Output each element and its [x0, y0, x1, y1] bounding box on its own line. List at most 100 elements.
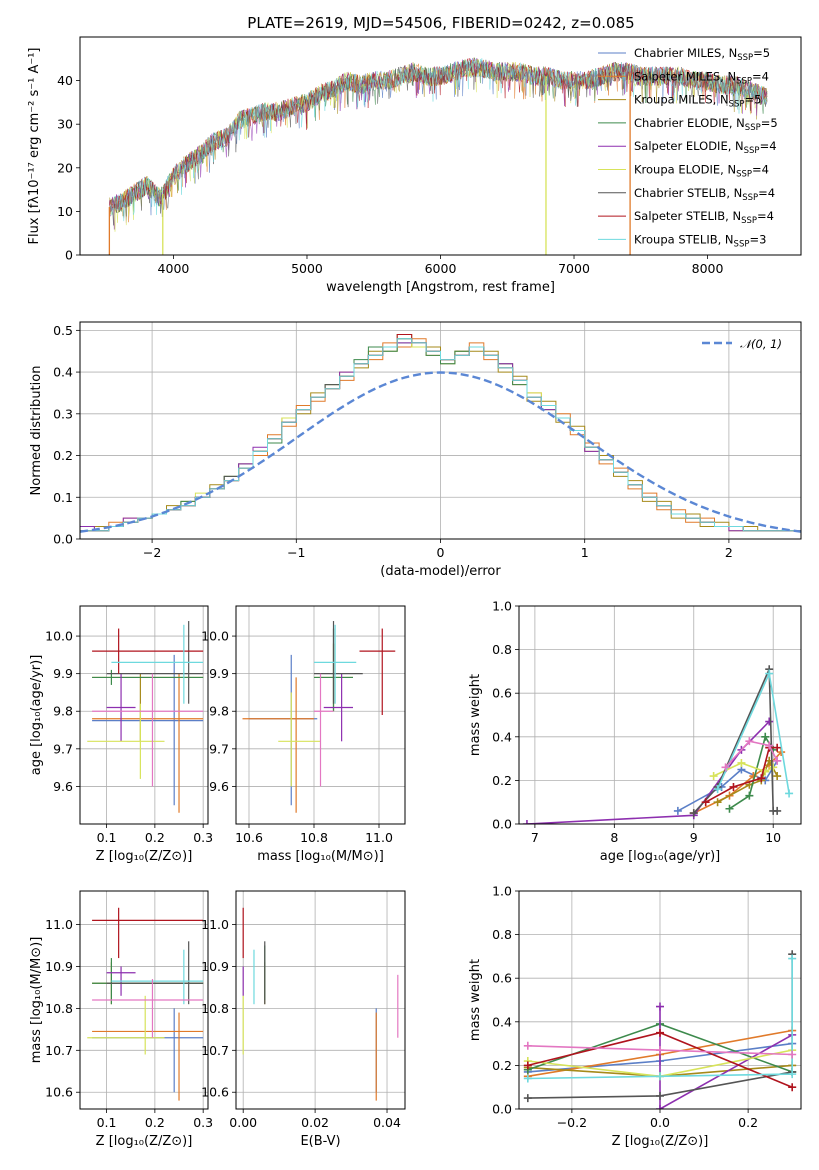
y-tick-label: 10.9	[45, 959, 73, 974]
y-tick-label: 9.9	[53, 666, 73, 681]
y-tick-label: 1.0	[492, 599, 512, 614]
legend-subscript: SSP	[734, 239, 750, 249]
spectrum-line	[109, 58, 768, 222]
plot-area	[80, 334, 801, 533]
chart-mass-vs-Z: 0.1 0.2 0.3 10.6 10.7 10.8 10.9 11.0 Z [log₁₀(Z/…	[29, 890, 213, 1149]
legend-label: Salpeter STELIB, NSSP=4	[634, 209, 774, 226]
y-tick-label: 1.0	[492, 884, 512, 899]
y-tick-label: 0.5	[53, 323, 73, 338]
y-tick-label: 9.8	[53, 704, 73, 719]
x-axis-label: E(B-V)	[300, 1134, 340, 1149]
weight-marker	[773, 756, 782, 765]
plot-area	[87, 907, 204, 1101]
weight-marker	[522, 820, 531, 824]
y-axis-label: Flux [fλ10⁻¹⁷ erg cm⁻² s⁻¹ A⁻¹]	[27, 48, 42, 245]
plot-area	[108, 56, 768, 255]
x-tick-label: −2	[143, 545, 161, 560]
y-tick-label: 0.3	[53, 406, 73, 421]
x-tick-label: 4000	[158, 261, 190, 276]
weight-marker	[701, 798, 710, 807]
x-tick-label: −1	[287, 545, 305, 560]
y-tick-label: 10.0	[201, 629, 229, 644]
axes-frame	[518, 605, 802, 825]
chart-mass-vs-EBV: 0.00 0.02 0.04 10.6 10.7 10.8 10.9 11.0 E(B-V)	[201, 890, 406, 1149]
x-tick-label: 0.3	[193, 830, 213, 845]
weight-marker	[773, 772, 782, 781]
weight-line	[527, 958, 793, 1080]
legend-value: =4	[752, 69, 769, 83]
x-axis-label: Z [log₁₀(Z/Z⊙)]	[612, 1134, 709, 1149]
axes-frame	[235, 605, 406, 825]
weight-marker	[656, 1072, 664, 1081]
axes-frame	[235, 890, 406, 1110]
legend-label: Chabrier MILES, NSSP=5	[634, 46, 770, 63]
y-tick-label: 0.2	[492, 773, 512, 788]
legend-value: =5	[744, 93, 761, 107]
weight-marker	[709, 772, 718, 781]
weight-marker	[725, 804, 734, 813]
weight-marker	[656, 1105, 664, 1109]
plot-area	[87, 621, 204, 813]
figure-title: PLATE=2619, MJD=54506, FIBERID=0242, z=0…	[247, 14, 634, 32]
weight-marker	[773, 743, 782, 752]
y-tick-label: 9.6	[209, 779, 229, 794]
y-tick-label: 10.9	[201, 959, 229, 974]
y-tick-label: 10.0	[45, 629, 73, 644]
legend-label: Chabrier STELIB, NSSP=4	[634, 186, 775, 203]
weight-marker	[523, 1074, 532, 1083]
legend-label: Salpeter MILES, NSSP=4	[634, 69, 769, 86]
y-tick-label: 10.7	[201, 1043, 229, 1058]
weight-line	[724, 740, 778, 768]
legend-subscript: SSP	[737, 53, 753, 63]
y-tick-label: 0.6	[492, 686, 512, 701]
y-tick-label: 40	[57, 73, 73, 88]
x-tick-label: 8	[610, 830, 618, 845]
legend-label: Kroupa ELODIE, NSSP=4	[634, 163, 769, 180]
y-tick-label: 0.8	[492, 642, 512, 657]
x-tick-label: 10.8	[300, 830, 328, 845]
y-tick-label: 0.4	[492, 1014, 512, 1029]
x-tick-label: 9	[690, 830, 698, 845]
x-tick-label: 10	[765, 830, 781, 845]
x-tick-label: 0.00	[229, 1115, 257, 1130]
weight-marker	[773, 806, 782, 815]
legend-subscript: SSP	[729, 100, 745, 110]
weight-marker	[788, 1050, 797, 1059]
y-tick-label: 0.1	[53, 490, 73, 505]
y-tick-label: 20	[57, 160, 73, 175]
legend-value: =5	[761, 116, 778, 130]
weight-marker	[713, 785, 722, 794]
chart-residuals: −2 −1 0 1 2 0.0 0.1 0.2 0.3 0.4 0.5 (data-model)/er…	[29, 321, 802, 579]
x-tick-label: 0.2	[145, 830, 165, 845]
axes-frame	[79, 605, 209, 825]
weight-marker	[788, 1070, 797, 1079]
weight-marker	[713, 798, 722, 807]
x-tick-label: 0.02	[301, 1115, 329, 1130]
chart-mass-weight-vs-Z: −0.2 0.0 0.2 0.0 0.2 0.4 0.6 0.8 1.0 Z [log₁₀(Z/Z…	[468, 884, 802, 1149]
legend-label: 𝒩(0, 1)	[740, 337, 782, 351]
x-tick-label: 1	[581, 545, 589, 560]
legend-value: =4	[752, 163, 769, 177]
x-tick-label: −0.2	[557, 1115, 587, 1130]
legend-subscript: SSP	[745, 123, 761, 133]
y-tick-label: 0.2	[492, 1058, 512, 1073]
legend-value: =5	[753, 46, 770, 60]
x-tick-label: 0.0	[650, 1115, 670, 1130]
weight-marker	[656, 1028, 664, 1037]
x-axis-label: Z [log₁₀(Z/Z⊙)]	[96, 849, 193, 864]
x-tick-label: 10.6	[235, 830, 263, 845]
weight-marker	[729, 782, 738, 791]
y-tick-label: 10.6	[45, 1085, 73, 1100]
y-axis-label: mass [log₁₀(M/M⊙)]	[29, 937, 44, 1064]
weight-marker	[656, 1046, 664, 1055]
x-axis-label: (data-model)/error	[380, 564, 501, 579]
weight-marker	[745, 737, 754, 746]
gaussian-curve	[80, 371, 801, 533]
weight-marker	[785, 789, 794, 798]
x-tick-label: 11.0	[365, 830, 393, 845]
x-tick-label: 0.3	[193, 1115, 213, 1130]
y-tick-label: 9.8	[209, 704, 229, 719]
y-axis-label: age [log₁₀(age/yr)]	[29, 655, 44, 776]
weight-marker	[745, 791, 754, 800]
axes-frame	[79, 36, 802, 256]
